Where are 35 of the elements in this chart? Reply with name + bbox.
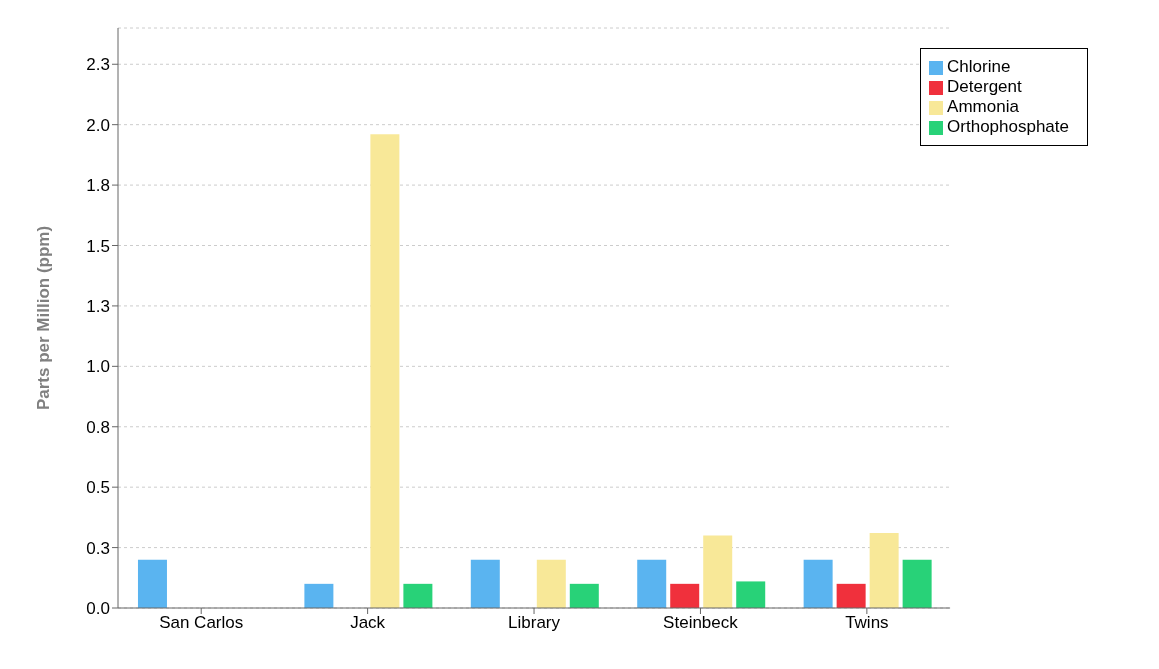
y-tick-label: 1.5 bbox=[86, 236, 110, 256]
legend-label: Ammonia bbox=[947, 97, 1019, 116]
bar bbox=[670, 583, 700, 608]
bar bbox=[703, 535, 733, 608]
legend-label: Chlorine bbox=[947, 57, 1011, 76]
y-tick-label: 2.3 bbox=[86, 55, 110, 75]
bar bbox=[569, 583, 599, 608]
bar bbox=[304, 583, 334, 608]
y-tick-label: 1.3 bbox=[86, 296, 110, 316]
bar bbox=[470, 559, 500, 608]
x-tick-label: Steinbeck bbox=[663, 613, 739, 633]
x-tick-label: Library bbox=[508, 613, 561, 633]
bar bbox=[137, 559, 167, 608]
legend-label: Orthophosphate bbox=[947, 117, 1069, 136]
bar bbox=[836, 583, 866, 608]
y-tick-label: 2.0 bbox=[86, 115, 110, 135]
y-tick-label: 0.5 bbox=[86, 478, 110, 498]
bar bbox=[902, 559, 932, 608]
x-tick-label: Twins bbox=[845, 613, 889, 633]
y-tick-label: 1.8 bbox=[86, 176, 110, 196]
bar bbox=[403, 583, 433, 608]
x-tick-label: Jack bbox=[350, 613, 386, 633]
bar bbox=[803, 559, 833, 608]
y-tick-label: 0.3 bbox=[86, 538, 110, 558]
bar bbox=[869, 533, 899, 608]
bar bbox=[370, 134, 400, 608]
y-tick-label: 0.8 bbox=[86, 417, 110, 437]
bar bbox=[736, 581, 766, 608]
y-tick-label: 1.0 bbox=[86, 357, 110, 377]
bar bbox=[637, 559, 667, 608]
x-tick-label: San Carlos bbox=[159, 613, 244, 633]
y-tick-label: 0.0 bbox=[86, 599, 110, 619]
y-axis-title: Parts per Million (ppm) bbox=[34, 225, 54, 411]
legend-label: Detergent bbox=[947, 77, 1022, 96]
bar bbox=[536, 559, 566, 608]
